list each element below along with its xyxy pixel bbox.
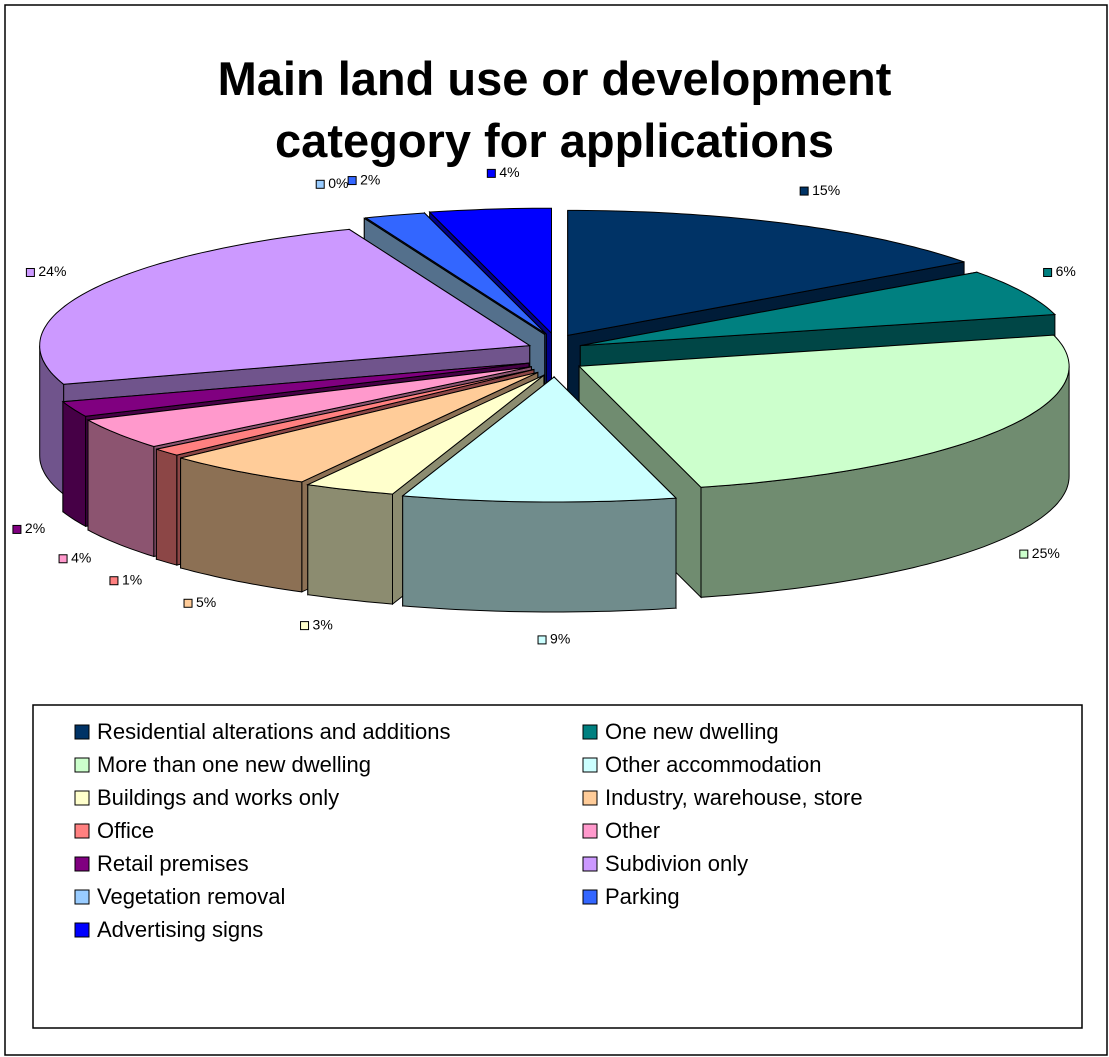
legend-label: Residential alterations and additions xyxy=(97,719,450,744)
label-swatch xyxy=(1043,267,1053,277)
slice xyxy=(180,371,539,483)
slice xyxy=(364,212,547,335)
data-label: 4% xyxy=(499,164,519,180)
data-label: 2% xyxy=(360,171,380,187)
legend-label: Advertising signs xyxy=(97,917,263,942)
slice xyxy=(39,228,532,385)
data-label: 24% xyxy=(38,263,66,279)
legend-swatch xyxy=(74,856,90,872)
label-swatch xyxy=(109,576,119,586)
legend-swatch xyxy=(74,889,90,905)
legend-swatch xyxy=(582,823,598,839)
slice xyxy=(86,366,532,448)
legend-swatch xyxy=(582,889,598,905)
legend-label: Other xyxy=(605,818,660,843)
legend-label: Office xyxy=(97,818,154,843)
legend-label: Other accommodation xyxy=(605,752,821,777)
label-swatch xyxy=(58,554,68,564)
slice xyxy=(428,207,552,335)
label-swatch xyxy=(315,179,325,189)
data-label: 6% xyxy=(1056,263,1076,279)
data-label: 25% xyxy=(1032,545,1060,561)
data-label: 0% xyxy=(328,175,348,191)
title-wrap: Main land use or development category fo… xyxy=(0,48,1109,172)
legend-label: Subdivion only xyxy=(605,851,748,876)
legend-swatch xyxy=(582,757,598,773)
label-swatch xyxy=(486,168,496,178)
slice-side xyxy=(155,448,178,566)
slice xyxy=(306,374,545,495)
legend-swatch xyxy=(582,724,598,740)
legend-label: Retail premises xyxy=(97,851,249,876)
label-swatch xyxy=(799,186,809,196)
legend-swatch xyxy=(74,823,90,839)
slice-side xyxy=(307,484,393,605)
legend-swatch xyxy=(582,856,598,872)
data-label: 2% xyxy=(25,520,45,536)
label-swatch xyxy=(25,267,35,277)
label-swatch xyxy=(347,176,357,186)
legend-label: Buildings and works only xyxy=(97,785,339,810)
legend-label: Parking xyxy=(605,884,680,909)
slice xyxy=(156,369,535,456)
legend-label: More than one new dwelling xyxy=(97,752,371,777)
legend-label: One new dwelling xyxy=(605,719,779,744)
legend-swatch xyxy=(582,790,598,806)
slice xyxy=(401,376,678,503)
chart-title: Main land use or development category fo… xyxy=(217,52,892,167)
legend-label: Industry, warehouse, store xyxy=(605,785,863,810)
legend-swatch xyxy=(74,757,90,773)
slice xyxy=(567,209,965,337)
slice xyxy=(61,362,530,417)
slice-side xyxy=(62,400,87,528)
label-swatch xyxy=(537,635,547,645)
legend-swatch xyxy=(74,724,90,740)
slice xyxy=(580,271,1057,347)
slice-side xyxy=(402,495,677,613)
legend-swatch xyxy=(74,790,90,806)
data-label: 1% xyxy=(122,571,142,587)
data-label: 4% xyxy=(71,549,91,565)
label-swatch xyxy=(300,621,310,631)
data-label: 15% xyxy=(812,182,840,198)
slice xyxy=(364,217,545,335)
legend-label: Vegetation removal xyxy=(97,884,285,909)
data-label: 3% xyxy=(313,616,333,632)
slice xyxy=(577,334,1070,488)
label-swatch xyxy=(183,598,193,608)
label-swatch xyxy=(12,524,22,534)
legend-swatch xyxy=(74,922,90,938)
data-label: 5% xyxy=(196,594,216,610)
label-swatch xyxy=(1019,549,1029,559)
data-label: 9% xyxy=(550,631,570,647)
legend-box xyxy=(32,704,1083,1029)
